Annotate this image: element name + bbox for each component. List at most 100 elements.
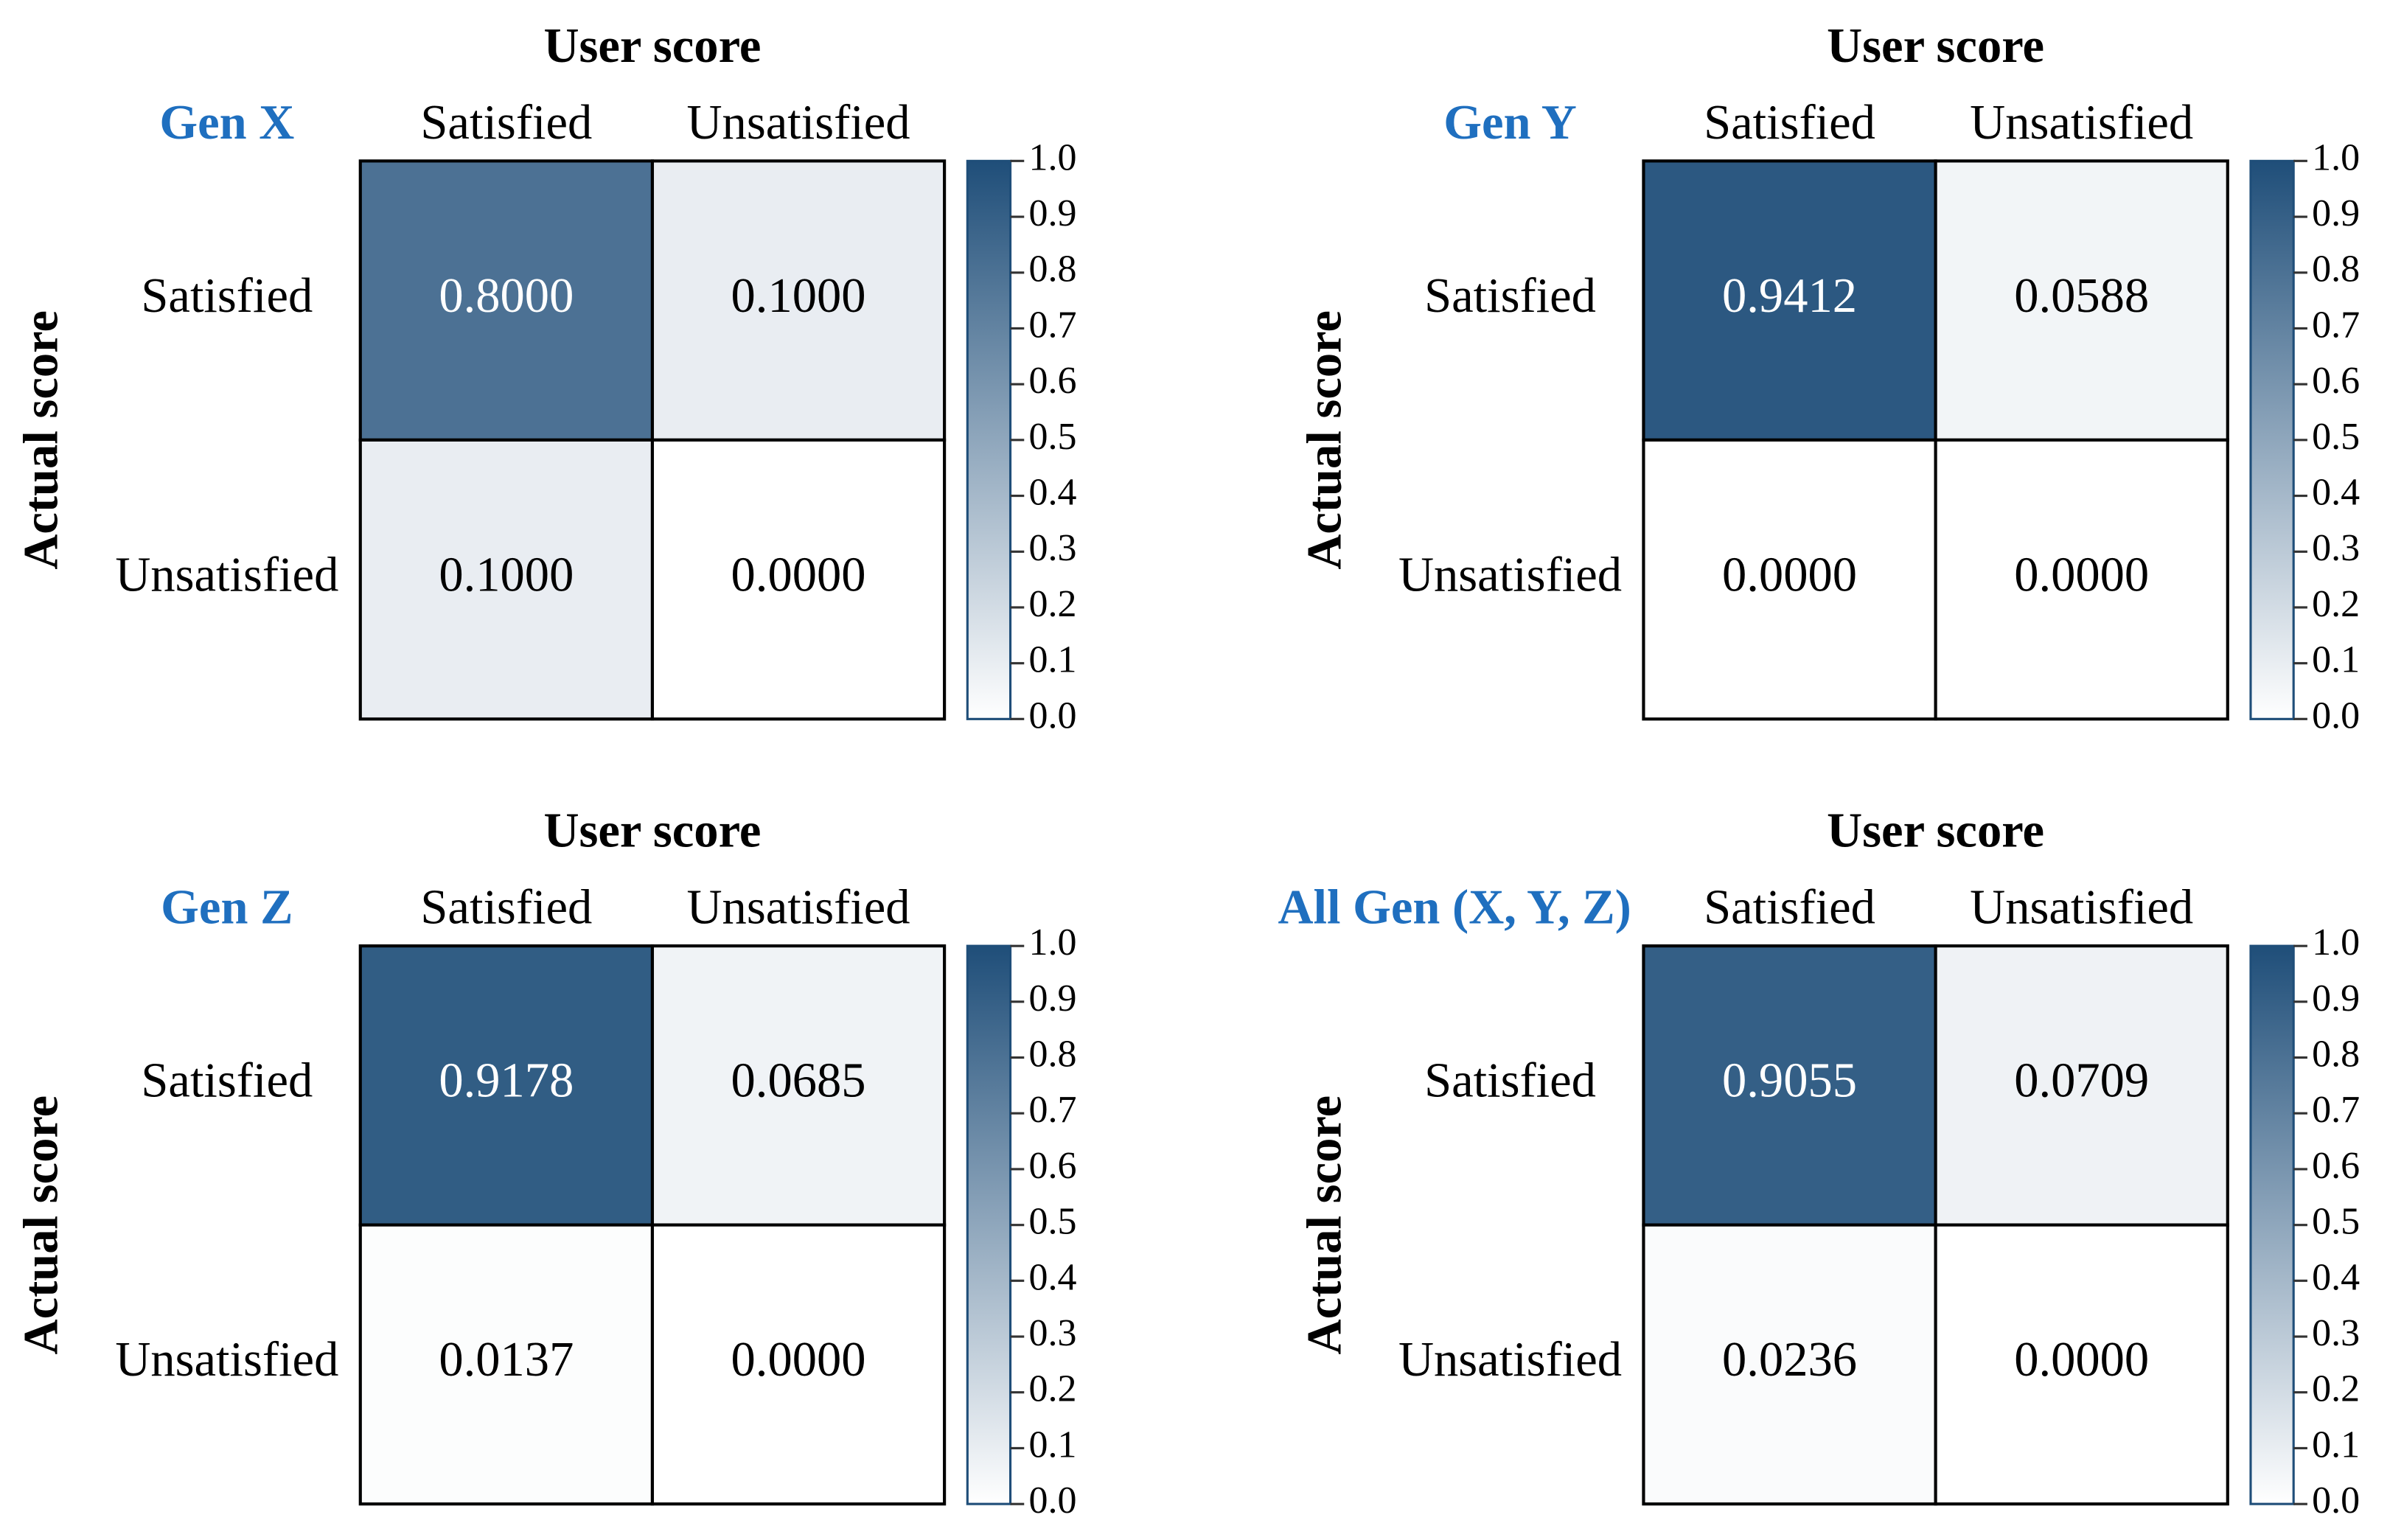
heatmap-cell bbox=[1934, 1223, 2229, 1506]
cell-label: 0.0000 bbox=[731, 548, 866, 602]
cell-label: 0.0685 bbox=[731, 1054, 866, 1108]
x-axis-title: User score bbox=[543, 804, 761, 858]
cell-label: 0.8000 bbox=[439, 269, 574, 323]
cell-label: 0.9178 bbox=[439, 1054, 574, 1108]
cell-label: 0.0588 bbox=[2014, 269, 2149, 323]
colorbar-tick-label: 0.1 bbox=[2312, 1424, 2360, 1466]
cell-label: 0.0000 bbox=[2014, 1333, 2149, 1387]
cell-label: 0.0137 bbox=[439, 1333, 574, 1387]
colorbar-tick-label: 0.5 bbox=[1029, 416, 1077, 458]
colorbar-tick-label: 0.6 bbox=[2312, 1145, 2360, 1187]
colorbar-tick-label: 0.5 bbox=[1029, 1201, 1077, 1243]
x-tick-label: Unsatisfied bbox=[1970, 881, 2193, 935]
y-axis-title: Actual score bbox=[15, 310, 69, 570]
cell-label: 0.0236 bbox=[1722, 1333, 1857, 1387]
x-axis-title: User score bbox=[1827, 804, 2044, 858]
heatmap-cell bbox=[358, 159, 655, 442]
x-tick-label: Unsatisfied bbox=[687, 96, 910, 150]
y-axis-title: Actual score bbox=[15, 1095, 69, 1355]
colorbar-tick-label: 1.0 bbox=[1029, 136, 1077, 178]
heatmap-cell bbox=[650, 159, 947, 442]
y-tick-label: Satisfied bbox=[141, 1054, 313, 1108]
heatmap-cell bbox=[1934, 159, 2229, 442]
colorbar-tick-label: 0.8 bbox=[1029, 248, 1077, 290]
colorbar bbox=[2249, 159, 2295, 720]
colorbar-tick-label: 0.4 bbox=[2312, 471, 2360, 513]
heatmap-cell bbox=[1642, 1223, 1937, 1506]
x-tick-label: Satisfied bbox=[420, 96, 592, 150]
colorbar-tick-label: 0.4 bbox=[1029, 471, 1077, 513]
colorbar-tick-label: 0.6 bbox=[1029, 360, 1077, 402]
colorbar-tick-label: 0.9 bbox=[1029, 192, 1077, 234]
cell-label: 0.9055 bbox=[1722, 1054, 1857, 1108]
cell-label: 0.0000 bbox=[731, 1333, 866, 1387]
colorbar-tick-label: 1.0 bbox=[2312, 136, 2360, 178]
y-tick-label: Unsatisfied bbox=[115, 1333, 338, 1387]
colorbar bbox=[2249, 944, 2295, 1505]
x-axis-title: User score bbox=[543, 19, 761, 73]
cell-label: 0.1000 bbox=[439, 548, 574, 602]
colorbar-tick-label: 0.8 bbox=[2312, 248, 2360, 290]
heatmap-panel: User score All Gen (X, Y, Z) Actual score S… bbox=[1278, 804, 2361, 1522]
cell-label: 0.9412 bbox=[1722, 269, 1857, 323]
x-tick-label: Satisfied bbox=[420, 881, 592, 935]
heatmap-cell bbox=[1934, 944, 2229, 1227]
colorbar-tick-label: 0.0 bbox=[1029, 694, 1077, 736]
heatmap-cell bbox=[650, 1223, 947, 1506]
colorbar-tick-label: 0.4 bbox=[1029, 1256, 1077, 1298]
x-tick-label: Unsatisfied bbox=[1970, 96, 2193, 150]
colorbar-tick-label: 0.2 bbox=[1029, 583, 1077, 625]
heatmap-cell bbox=[1642, 159, 1937, 442]
cell-label: 0.0000 bbox=[1722, 548, 1857, 602]
heatmap-cell bbox=[1642, 944, 1937, 1227]
y-tick-label: Satisfied bbox=[141, 269, 313, 323]
panel-title: Gen Y bbox=[1443, 96, 1577, 150]
colorbar-tick-label: 0.7 bbox=[1029, 1089, 1077, 1131]
colorbar-tick-label: 0.3 bbox=[1029, 1312, 1077, 1354]
heatmap-cell bbox=[650, 944, 947, 1227]
colorbar-tick-label: 0.7 bbox=[2312, 1089, 2360, 1131]
y-tick-label: Unsatisfied bbox=[1398, 1333, 1622, 1387]
colorbar bbox=[966, 944, 1012, 1505]
y-tick-label: Satisfied bbox=[1424, 1054, 1596, 1108]
x-tick-label: Unsatisfied bbox=[687, 881, 910, 935]
cell-label: 0.1000 bbox=[731, 269, 866, 323]
heatmap-panel: User score Gen X Actual score Satisfied Unsa… bbox=[15, 19, 1077, 736]
heatmap-cell bbox=[1642, 438, 1937, 721]
heatmap-cell bbox=[1934, 438, 2229, 721]
colorbar-tick-label: 0.3 bbox=[2312, 527, 2360, 569]
colorbar-tick-label: 0.8 bbox=[1029, 1033, 1077, 1075]
colorbar-tick-label: 0.3 bbox=[1029, 527, 1077, 569]
colorbar-tick-label: 0.7 bbox=[1029, 304, 1077, 346]
colorbar-tick-label: 0.1 bbox=[2312, 639, 2360, 681]
heatmap-cell bbox=[650, 438, 947, 721]
colorbar-tick-label: 0.9 bbox=[2312, 978, 2360, 1020]
y-axis-title: Actual score bbox=[1297, 310, 1351, 570]
x-tick-label: Satisfied bbox=[1704, 96, 1875, 150]
colorbar-tick-label: 0.1 bbox=[1029, 1424, 1077, 1466]
colorbar-tick-label: 0.2 bbox=[2312, 1368, 2360, 1410]
heatmap-cell bbox=[358, 438, 655, 721]
y-tick-label: Unsatisfied bbox=[115, 548, 338, 602]
colorbar-tick-label: 1.0 bbox=[2312, 921, 2360, 964]
colorbar-tick-label: 0.1 bbox=[1029, 639, 1077, 681]
colorbar-tick-label: 0.6 bbox=[2312, 360, 2360, 402]
colorbar-tick-label: 0.4 bbox=[2312, 1256, 2360, 1298]
y-tick-label: Unsatisfied bbox=[1398, 548, 1622, 602]
colorbar-tick-label: 0.6 bbox=[1029, 1145, 1077, 1187]
colorbar-tick-label: 0.2 bbox=[1029, 1368, 1077, 1410]
colorbar-tick-label: 0.0 bbox=[2312, 1480, 2360, 1522]
panel-title: All Gen (X, Y, Z) bbox=[1278, 881, 1631, 935]
y-axis-title: Actual score bbox=[1297, 1095, 1351, 1355]
colorbar-tick-label: 0.2 bbox=[2312, 583, 2360, 625]
colorbar-tick-label: 1.0 bbox=[1029, 921, 1077, 964]
colorbar-tick-label: 0.9 bbox=[2312, 192, 2360, 234]
colorbar-tick-label: 0.7 bbox=[2312, 304, 2360, 346]
colorbar-tick-label: 0.8 bbox=[2312, 1033, 2360, 1075]
x-tick-label: Satisfied bbox=[1704, 881, 1875, 935]
colorbar bbox=[966, 159, 1012, 720]
cell-label: 0.0709 bbox=[2014, 1054, 2149, 1108]
colorbar-tick-label: 0.9 bbox=[1029, 978, 1077, 1020]
